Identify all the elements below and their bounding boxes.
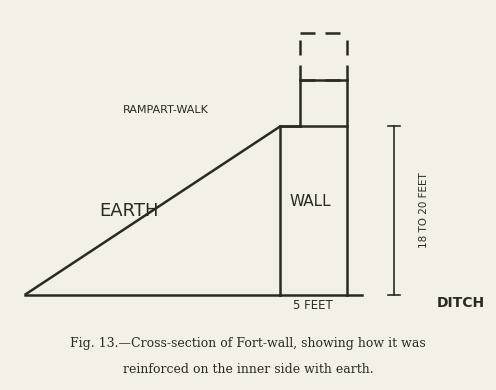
Text: DITCH: DITCH (437, 296, 486, 310)
Text: Fig. 13.—Cross-section of Fort-wall, showing how it was: Fig. 13.—Cross-section of Fort-wall, sho… (70, 337, 426, 350)
Text: WALL: WALL (289, 194, 331, 209)
Text: RAMPART-WALK: RAMPART-WALK (123, 105, 208, 115)
Text: 5 FEET: 5 FEET (293, 299, 332, 312)
Text: reinforced on the inner side with earth.: reinforced on the inner side with earth. (123, 363, 373, 376)
Text: 18 TO 20 FEET: 18 TO 20 FEET (419, 173, 429, 248)
Text: EARTH: EARTH (99, 202, 159, 220)
